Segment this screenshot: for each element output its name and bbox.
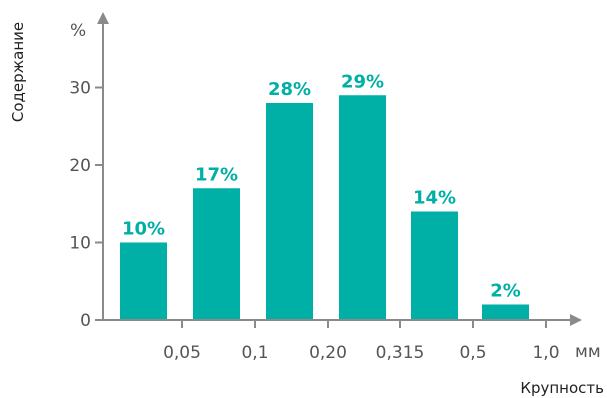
x-tick-label: 1,0 xyxy=(532,343,559,363)
x-tick-label: 0,20 xyxy=(309,343,347,363)
data-labels-layer: 10% 17% 28% 29% 14% 2% xyxy=(122,71,521,301)
y-tick-label: 20 xyxy=(69,156,91,176)
y-axis-unit: % xyxy=(70,21,86,41)
x-axis-unit: мм xyxy=(575,342,601,362)
bar-data-label: 29% xyxy=(341,71,384,92)
bar-data-label: 14% xyxy=(413,188,456,209)
x-axis-arrow xyxy=(570,314,582,326)
bar xyxy=(193,188,240,320)
bar xyxy=(120,242,167,320)
x-axis-title: Крупность xyxy=(520,379,604,397)
bar-data-label: 17% xyxy=(195,164,238,185)
bar xyxy=(266,103,313,320)
y-axis-title: Содержание xyxy=(9,22,27,122)
bar-data-label: 10% xyxy=(122,219,165,240)
bar-data-label: 28% xyxy=(268,79,311,100)
bars-layer xyxy=(120,95,529,320)
x-tick-label: 0,05 xyxy=(163,343,201,363)
y-tick-label: 30 xyxy=(69,79,91,99)
x-tick-label: 0,1 xyxy=(241,343,268,363)
y-tick-label: 10 xyxy=(69,234,91,254)
y-tick-label: 0 xyxy=(80,311,91,331)
bar xyxy=(482,304,529,320)
bar xyxy=(411,211,458,320)
x-tick-label: 0,315 xyxy=(376,343,425,363)
bar-data-label: 2% xyxy=(490,281,521,302)
axes-layer: 0 10 20 30 0,05 0,1 0,20 0,315 0,5 1,0 xyxy=(69,12,582,363)
y-axis-arrow xyxy=(97,12,109,24)
x-tick-label: 0,5 xyxy=(459,343,486,363)
bar xyxy=(339,95,386,320)
